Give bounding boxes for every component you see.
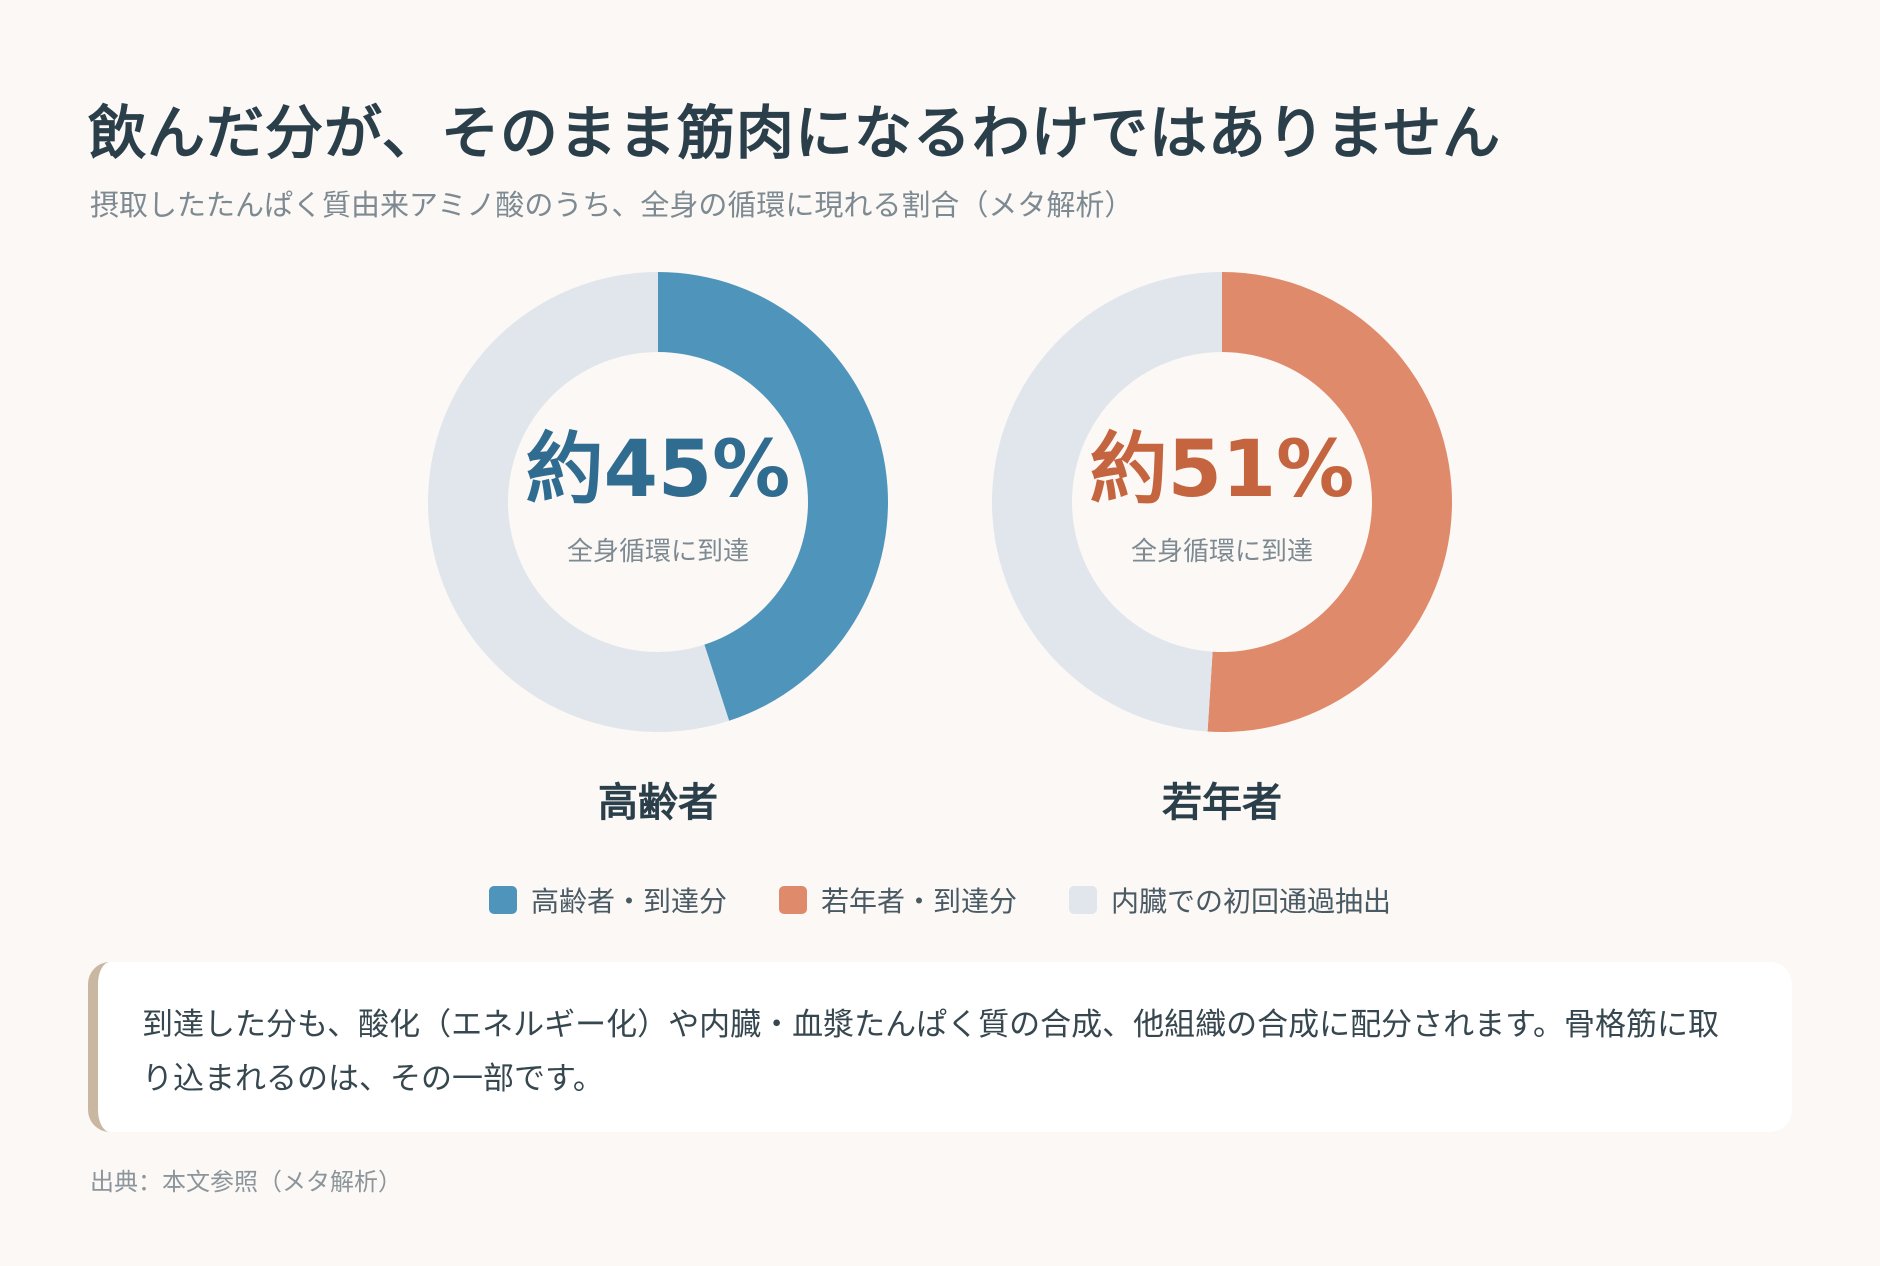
legend-label-splanchnic: 内臓での初回通過抽出 bbox=[1111, 885, 1392, 918]
donut-chart-young: 約51% 全身循環に到達 bbox=[990, 270, 1454, 734]
donut-chart-elderly: 約45% 全身循環に到達 bbox=[426, 270, 890, 734]
legend-swatch-elderly bbox=[488, 886, 517, 914]
center-value-young: 約51% bbox=[1089, 424, 1355, 515]
legend: 高齢者・到達分 若年者・到達分 内臓での初回通過抽出 bbox=[0, 880, 1880, 920]
center-label-young: 全身循環に到達 bbox=[1130, 536, 1313, 567]
donut-center-young: 約51% 全身循環に到達 bbox=[990, 270, 1454, 734]
donut-slice-young-splanchnic bbox=[992, 272, 1222, 732]
center-label-elderly: 全身循環に到達 bbox=[566, 536, 749, 567]
donut-svg-young bbox=[992, 272, 1453, 732]
page-title: 飲んだ分が、そのまま筋肉になるわけではありません bbox=[88, 99, 1502, 167]
legend-swatch-splanchnic bbox=[1069, 886, 1097, 914]
legend-item-elderly: 高齢者・到達分 bbox=[488, 880, 727, 920]
note-card: 到達した分も、酸化（エネルギー化）や内臓・血漿たんぱく質の合成、他組織の合成に配… bbox=[88, 962, 1792, 1132]
legend-label-elderly: 高齢者・到達分 bbox=[530, 885, 727, 918]
group-label-elderly: 高齢者 bbox=[598, 780, 718, 826]
legend-item-splanchnic: 内臓での初回通過抽出 bbox=[1069, 880, 1391, 920]
group-label-young: 若年者 bbox=[1162, 780, 1282, 826]
donut-slice-elderly-reached bbox=[658, 272, 888, 721]
center-value-elderly: 約45% bbox=[525, 424, 791, 515]
donut-slice-elderly-splanchnic bbox=[427, 272, 730, 732]
source-caption: 出典：本文参照（メタ解析） bbox=[90, 1168, 402, 1196]
donut-center-elderly: 約45% 全身循環に到達 bbox=[426, 270, 890, 734]
legend-label-young: 若年者・到達分 bbox=[820, 885, 1017, 918]
page-subtitle: 摂取したたんぱく質由来アミノ酸のうち、全身の循環に現れる割合（メタ解析） bbox=[90, 188, 1134, 222]
legend-swatch-young bbox=[778, 886, 807, 914]
note-text: 到達した分も、酸化（エネルギー化）や内臓・血漿たんぱく質の合成、他組織の合成に配… bbox=[142, 1007, 1719, 1097]
legend-item-young: 若年者・到達分 bbox=[778, 880, 1017, 920]
donut-svg-elderly bbox=[427, 272, 888, 732]
donut-slice-young-reached bbox=[1207, 272, 1453, 732]
